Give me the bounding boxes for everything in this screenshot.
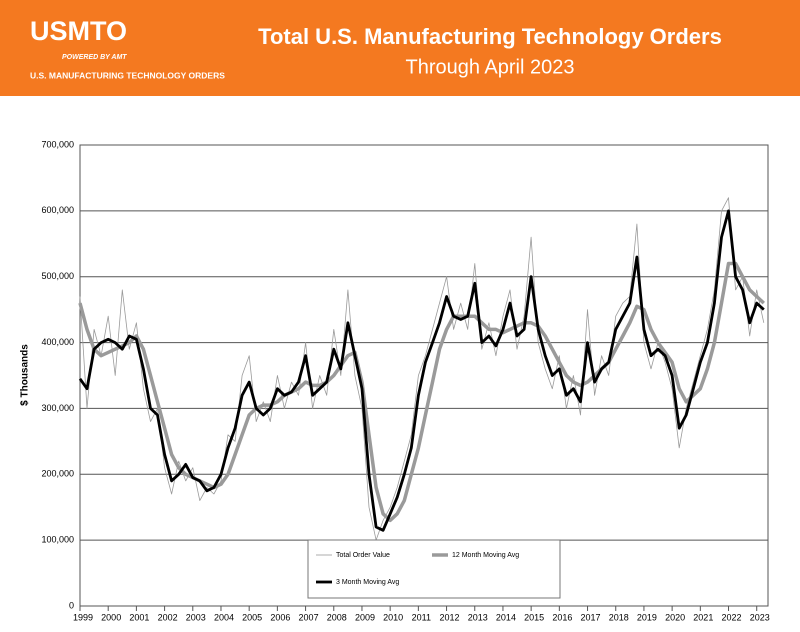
x-tick-label: 2001 [129, 612, 149, 622]
x-tick-label: 2020 [665, 612, 685, 622]
y-tick-label: 200,000 [41, 469, 74, 479]
x-tick-label: 2009 [355, 612, 375, 622]
series-line [78, 209, 765, 532]
header-band [0, 0, 800, 96]
x-tick-label: 2005 [242, 612, 262, 622]
x-tick-label: 2017 [581, 612, 601, 622]
x-tick-label: 2023 [750, 612, 770, 622]
x-tick-label: 2021 [693, 612, 713, 622]
series-line [79, 197, 765, 541]
x-tick-label: 2018 [609, 612, 629, 622]
legend-box [307, 539, 561, 599]
x-tick-label: 2019 [637, 612, 657, 622]
x-tick-label: 2007 [299, 612, 319, 622]
logo-tagline: POWERED BY AMT [62, 54, 127, 61]
legend-label: 3 Month Moving Avg [336, 579, 399, 586]
chart-title: Total U.S. Manufacturing Technology Orde… [258, 24, 722, 49]
x-tick-label: 2022 [722, 612, 742, 622]
x-tick-label: 2015 [524, 612, 544, 622]
x-tick-label: 1999 [73, 612, 93, 622]
x-tick-label: 2003 [186, 612, 206, 622]
x-tick-label: 2002 [158, 612, 178, 622]
y-tick-label: 300,000 [41, 403, 74, 413]
x-tick-label: 2000 [101, 612, 121, 622]
plot: 0 100,000 200,000 300,000 400,000 500,000 600,… [41, 139, 769, 622]
legend-label: Total Order Value [336, 552, 390, 559]
logo-subtitle: U.S. MANUFACTURING TECHNOLOGY ORDERS [30, 70, 225, 80]
x-tick-label: 2004 [214, 612, 234, 622]
y-tick-label: 100,000 [41, 535, 74, 545]
chart-subtitle: Through April 2023 [405, 56, 574, 78]
y-tick-label: 700,000 [41, 139, 74, 149]
y-axis-label: $ Thousands [20, 344, 31, 406]
x-tick-label: 2016 [552, 612, 572, 622]
x-tick-label: 2011 [412, 612, 431, 622]
y-tick-label: 0 [69, 600, 74, 610]
plot-frame [79, 144, 769, 607]
series-line [78, 261, 765, 523]
logo-name: USMTO [30, 16, 127, 46]
x-tick-label: 2012 [440, 612, 460, 622]
y-tick-label: 400,000 [41, 337, 74, 347]
legend-label: 12 Month Moving Avg [452, 552, 519, 559]
x-tick-label: 2014 [496, 612, 516, 622]
x-tick-label: 2013 [468, 612, 488, 622]
y-tick-label: 600,000 [41, 205, 74, 215]
x-tick-label: 2010 [383, 612, 403, 622]
y-tick-label: 500,000 [41, 271, 74, 281]
x-tick-label: 2006 [270, 612, 290, 622]
x-tick-label: 2008 [327, 612, 347, 622]
